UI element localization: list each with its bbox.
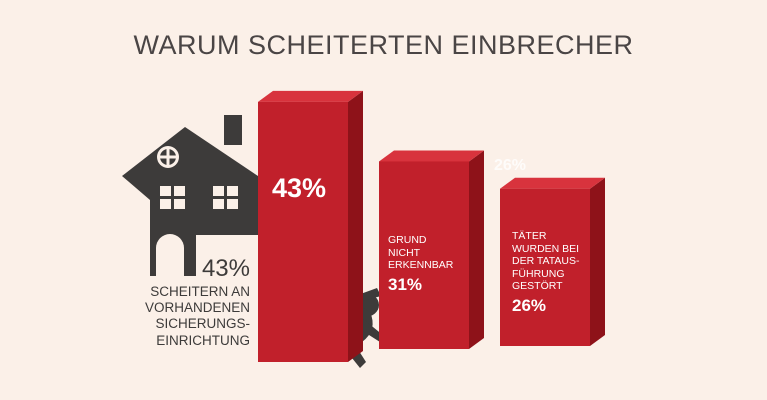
value-label: 31% — [388, 275, 423, 294]
bar-side — [590, 177, 605, 346]
category-label: SCHEITERN AN VORHANDENEN SICHERUNGS-EINR… — [144, 284, 250, 348]
bar-top — [379, 150, 484, 162]
bar-value-label: 43% — [272, 173, 327, 203]
value-label: 26% — [512, 296, 547, 315]
bar-side — [348, 90, 363, 362]
chart-title: WARUM SCHEITERTEN EINBRECHER — [133, 30, 634, 60]
bar-top — [500, 177, 605, 189]
ghost-value-label: 26% — [494, 157, 527, 174]
bar — [500, 188, 590, 346]
category-label: GRUND NICHT ERKENNBAR — [388, 234, 454, 272]
bar — [258, 101, 348, 362]
bar-top — [258, 90, 363, 102]
house — [122, 115, 258, 276]
bar-side — [469, 150, 484, 349]
category-label: TÄTER WURDEN BEI DER TATAUS-FÜHRUNG GEST… — [512, 230, 580, 293]
bar — [379, 161, 469, 349]
value-label: 43% — [201, 255, 250, 282]
